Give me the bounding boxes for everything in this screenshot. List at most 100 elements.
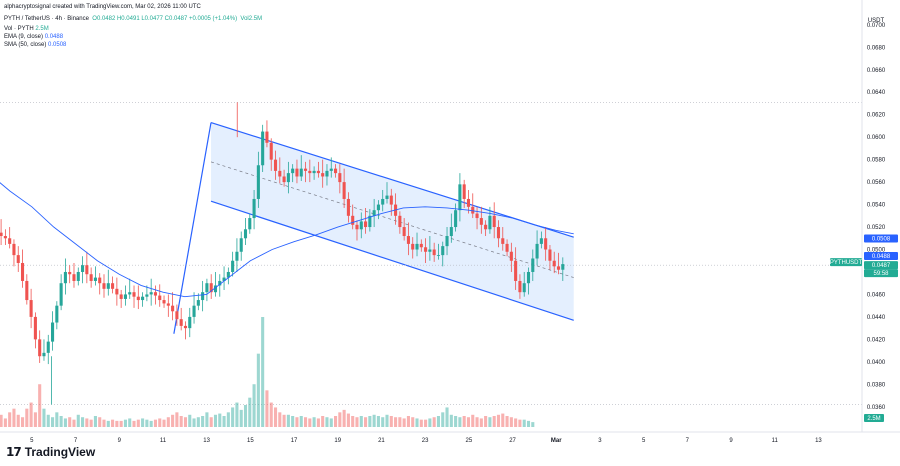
candle-body (33, 316, 37, 340)
candle-body (141, 296, 145, 301)
volume-bar (458, 417, 462, 427)
volume-bar (436, 416, 441, 427)
candle-body (531, 258, 535, 272)
candle-body (132, 292, 136, 297)
sma-legend[interactable]: SMA (50, close) 0.0508 (4, 41, 66, 49)
candle-body (295, 168, 299, 177)
volume-legend[interactable]: Vol · PYTH 2.5M (4, 25, 49, 33)
candle-body (303, 168, 308, 171)
price-tick-label: 0.0680 (867, 45, 886, 51)
candle-body (59, 283, 63, 306)
candle-body (299, 168, 303, 177)
candle-body (93, 277, 97, 281)
volume-bar (308, 418, 312, 427)
candle-body (162, 300, 166, 304)
tradingview-logo-text: TradingView (24, 445, 96, 459)
volume-bar (359, 416, 363, 427)
candle-body (248, 218, 252, 230)
volume-bar (3, 418, 7, 427)
candle-body (196, 300, 200, 306)
volume-bar (381, 417, 385, 427)
candle-body (286, 173, 290, 183)
candle-body (119, 294, 123, 299)
candle-body (106, 283, 110, 289)
candle-body (269, 142, 273, 160)
candle-body (102, 283, 106, 289)
time-tick-label: 25 (466, 438, 473, 444)
candle-body (505, 243, 509, 252)
volume-bar (471, 414, 475, 427)
volume-bar (445, 407, 449, 427)
candle-body (385, 195, 389, 199)
time-tick-label: 21 (378, 438, 385, 444)
volume-bar (12, 408, 16, 427)
candle-body (462, 184, 466, 199)
volume-bar (81, 417, 85, 427)
volume-bar (149, 420, 153, 427)
volume-bar (479, 418, 483, 427)
candle-body (226, 271, 230, 278)
time-tick-label: 17 (291, 438, 298, 444)
volume-bar (492, 416, 496, 427)
candle-body (501, 238, 505, 244)
candle-body (8, 238, 12, 244)
volume-bar (252, 384, 256, 427)
ohlc-legend: PYTH / TetherUS · 4h · Binance O0.0482 H… (4, 15, 262, 23)
volume-bar (136, 419, 140, 427)
time-tick-label: 7 (74, 438, 78, 444)
candle-body (342, 182, 346, 199)
volume-bar (415, 418, 419, 427)
tradingview-logo[interactable]: 17 TradingView (6, 445, 95, 459)
ema-label: EMA (9, close) (4, 34, 44, 40)
candle-body (381, 198, 385, 205)
volume-bar (213, 414, 218, 427)
candle-body (539, 238, 543, 244)
volume-bar (51, 417, 55, 427)
volume-bar (475, 417, 479, 427)
candle-body (321, 173, 325, 177)
countdown-tag-bg (864, 269, 898, 278)
countdown-tag: 59:58 (873, 271, 889, 277)
price-tick-label: 0.0540 (867, 203, 886, 209)
volume-bar (158, 418, 162, 427)
volume-bar (514, 418, 518, 427)
price-tick-label: 0.0660 (867, 68, 886, 74)
volume-bar (85, 418, 89, 427)
volume-bar (466, 417, 471, 427)
volume-bar (102, 419, 106, 427)
candle-body (85, 265, 89, 275)
candle-body (68, 271, 72, 275)
volume-bar (522, 419, 526, 427)
volume-bar (385, 414, 389, 427)
candle-body (149, 292, 153, 295)
volume-bar (372, 414, 376, 427)
candle-body (145, 294, 149, 297)
volume-bar (166, 417, 170, 427)
candle-body (325, 170, 329, 177)
volume-bar (222, 416, 226, 427)
candle-body (175, 311, 179, 320)
candle-body (312, 170, 316, 174)
volume-bar (419, 419, 423, 427)
volume-bar (501, 413, 505, 427)
time-tick-label: 19 (334, 438, 341, 444)
candle-body (63, 271, 67, 284)
candle-body (166, 303, 170, 306)
candle-body (42, 352, 46, 357)
time-axis[interactable]: 5 7 9 11 13 15 17 19 21 23 25 27 Mar 3 5 7 9 11 13 (30, 438, 822, 444)
volume-bar (316, 418, 320, 427)
candle-body (509, 251, 513, 261)
volume-bar (321, 416, 325, 427)
time-tick-label: 13 (203, 438, 210, 444)
price-tick-label: 0.0520 (867, 225, 886, 231)
time-tick-label: 3 (598, 438, 602, 444)
volume-bar (505, 416, 509, 427)
volume-bar (8, 412, 12, 427)
candle-body (496, 227, 501, 239)
volume-bar (424, 419, 428, 427)
ema-legend[interactable]: EMA (9, close) 0.0488 (4, 33, 63, 41)
volume-bar (248, 397, 252, 427)
